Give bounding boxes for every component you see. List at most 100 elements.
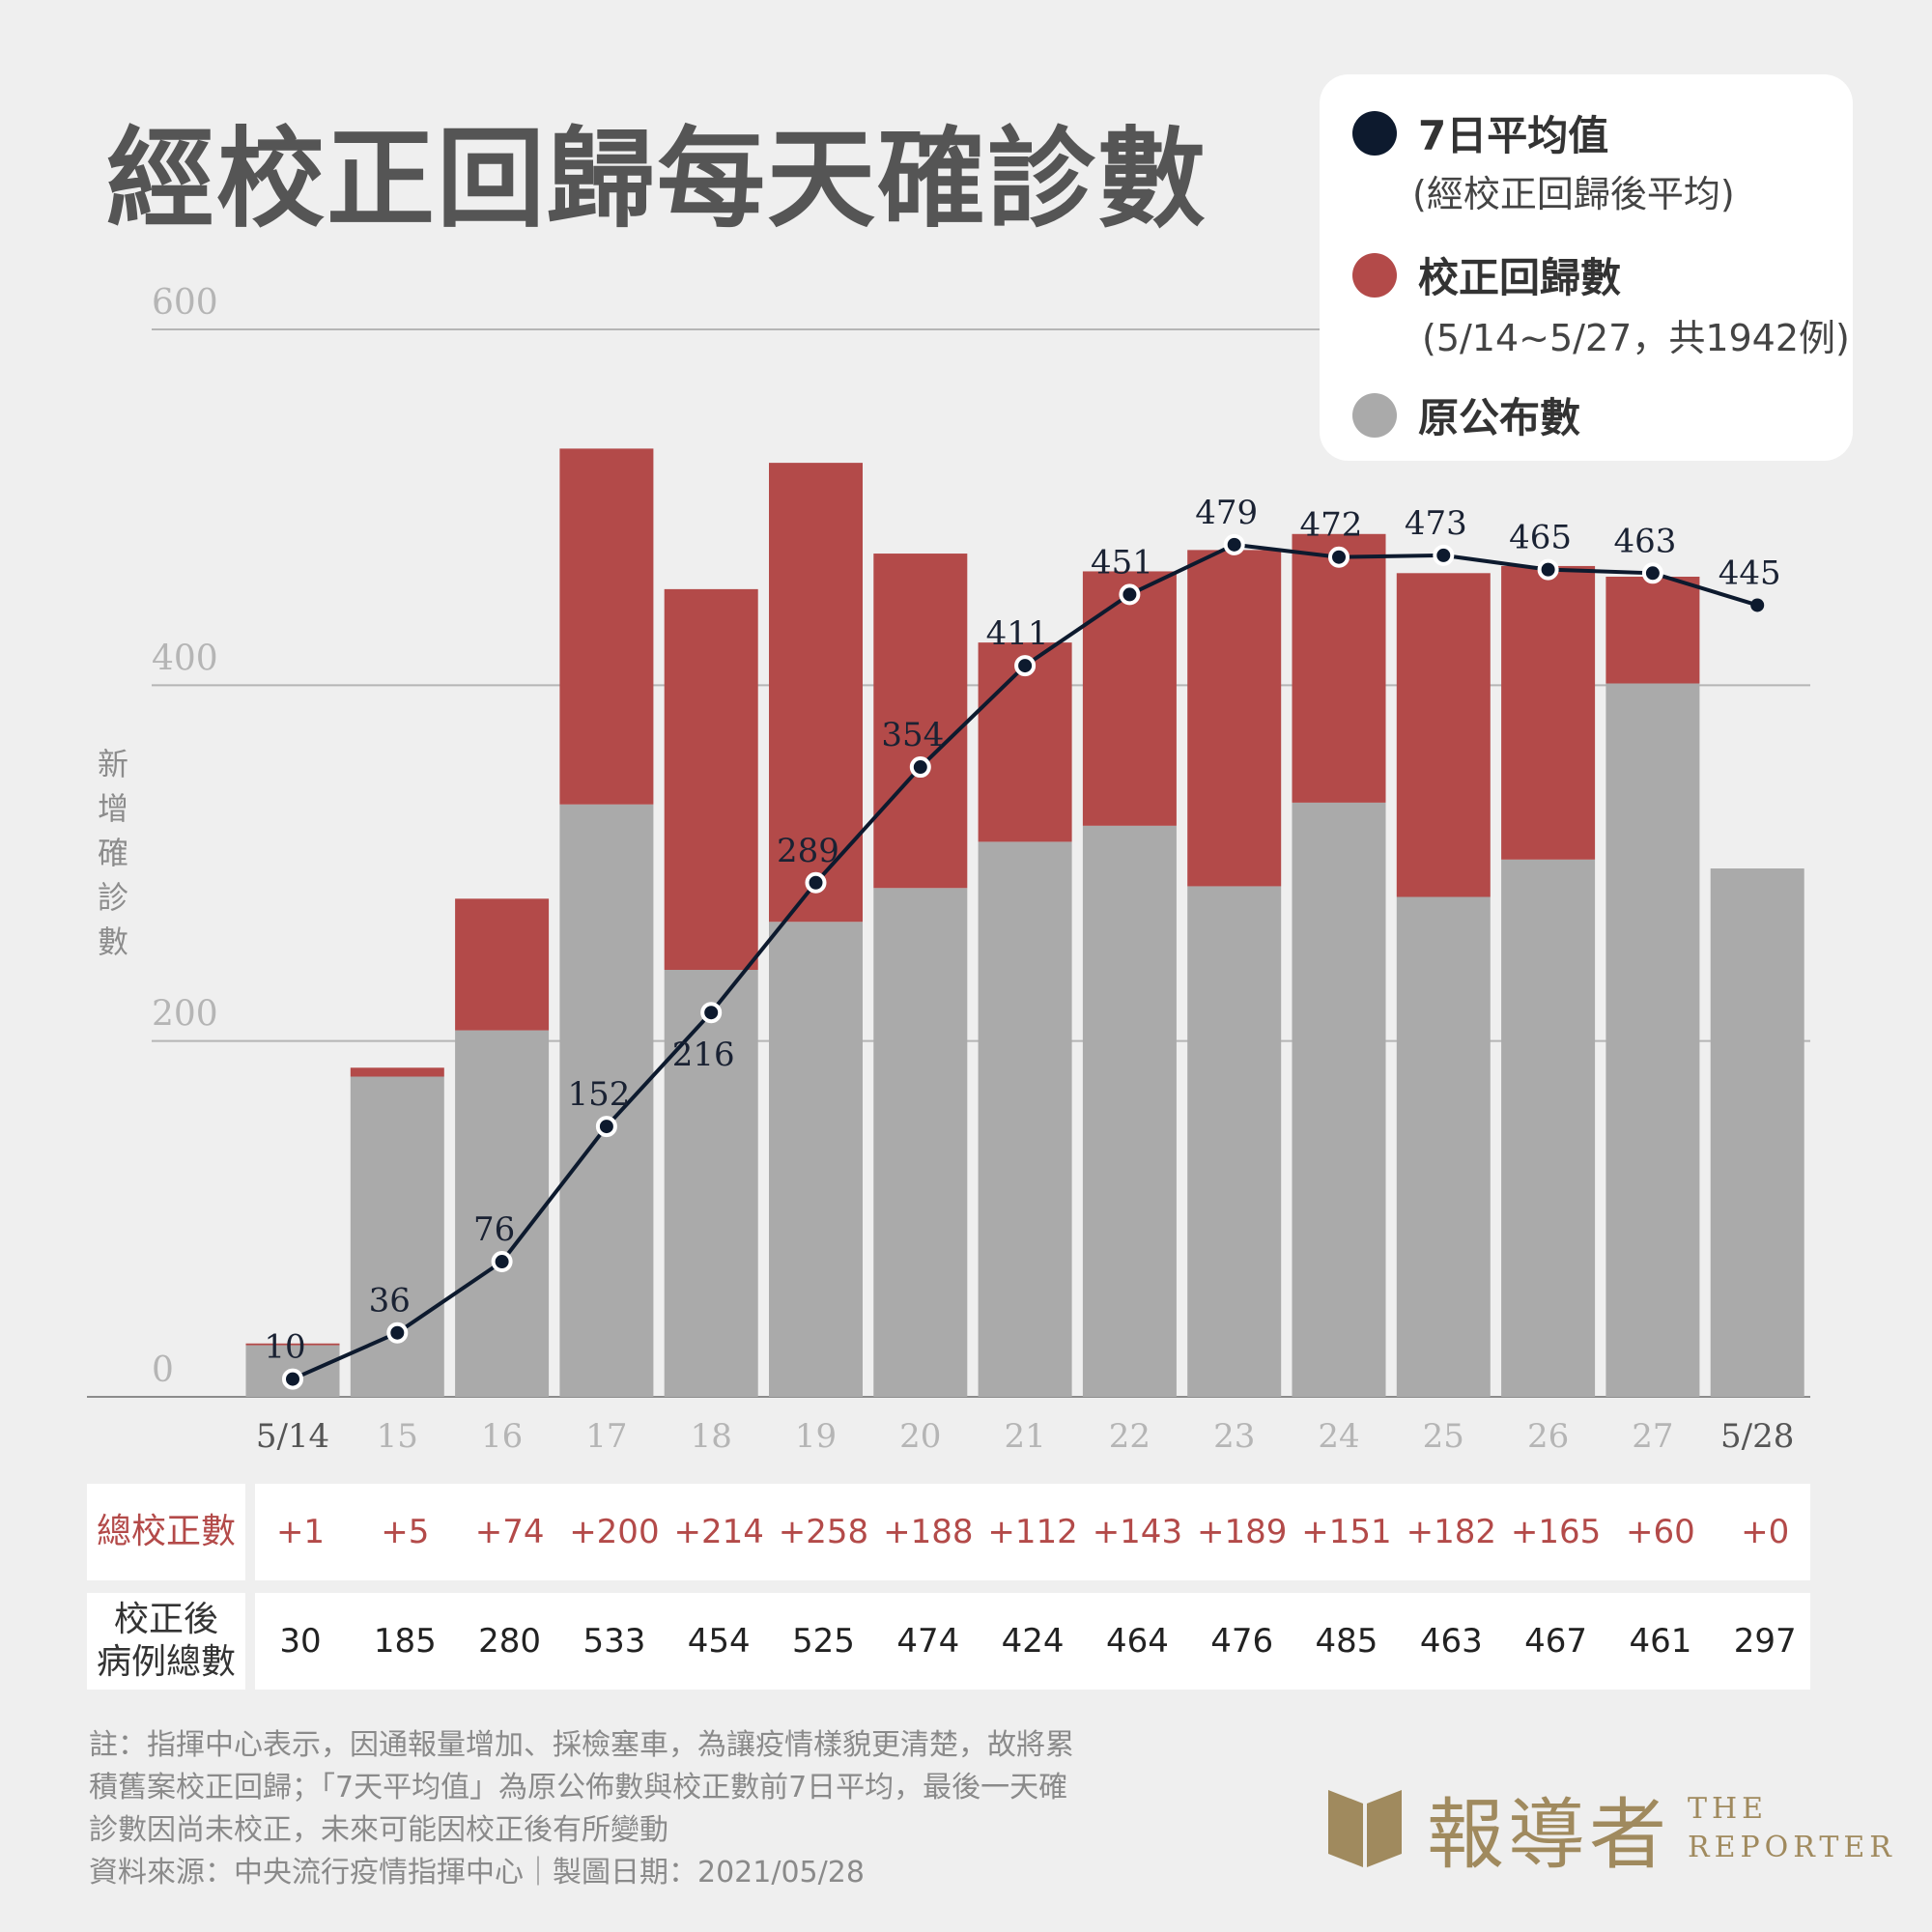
total-row-label-line2: 病例總數 bbox=[96, 1642, 236, 1682]
y-axis-label-char: 新 bbox=[98, 746, 128, 782]
correction-cell: +214 bbox=[673, 1513, 764, 1551]
bar-correction-1 bbox=[350, 1067, 444, 1077]
total-row-label-box bbox=[87, 1593, 245, 1690]
average-data-label: 36 bbox=[369, 1282, 411, 1321]
total-cell: 185 bbox=[373, 1622, 437, 1661]
average-point-13 bbox=[1641, 562, 1663, 584]
average-point-1 bbox=[386, 1321, 409, 1344]
average-data-label: 10 bbox=[264, 1328, 305, 1367]
total-cell: 463 bbox=[1419, 1622, 1483, 1661]
chart-title: 經校正回歸每天確診數 bbox=[106, 117, 1208, 242]
average-data-label: 216 bbox=[672, 1036, 735, 1074]
bar-correction-12 bbox=[1501, 565, 1596, 860]
bar-original-9 bbox=[1187, 886, 1282, 1397]
legend-original-label: 原公布數 bbox=[1418, 394, 1581, 441]
bar-correction-2 bbox=[455, 898, 550, 1031]
legend-correction-sub: (5/14~5/27，共1942例) bbox=[1422, 317, 1850, 359]
x-tick-label: 24 bbox=[1318, 1417, 1359, 1456]
legend-item-average: 7日平均值 bbox=[1352, 103, 1608, 162]
average-data-label: 451 bbox=[1091, 543, 1153, 582]
bar-correction-6 bbox=[873, 554, 968, 889]
average-data-label: 289 bbox=[777, 832, 839, 870]
bar-correction-4 bbox=[664, 588, 758, 970]
bar-original-4 bbox=[664, 970, 758, 1397]
bar-original-12 bbox=[1501, 859, 1596, 1397]
x-tick-label: 15 bbox=[377, 1417, 418, 1456]
bar-correction-11 bbox=[1396, 573, 1491, 897]
average-point-9 bbox=[1223, 533, 1245, 555]
total-cell: 424 bbox=[1001, 1622, 1065, 1661]
total-cell: 474 bbox=[896, 1622, 960, 1661]
average-point-14 bbox=[1750, 598, 1765, 612]
average-point-12 bbox=[1537, 558, 1559, 581]
bar-original-3 bbox=[559, 804, 654, 1397]
bar-correction-8 bbox=[1082, 571, 1177, 826]
bar-correction-13 bbox=[1605, 576, 1700, 684]
correction-cell: +188 bbox=[883, 1513, 974, 1551]
red-dot-icon bbox=[1352, 252, 1397, 298]
correction-cell: +165 bbox=[1510, 1513, 1602, 1551]
average-point-8 bbox=[1119, 583, 1141, 606]
logo-english: THE REPORTER bbox=[1688, 1790, 1896, 1867]
average-data-label: 472 bbox=[1300, 506, 1363, 545]
correction-cell: +74 bbox=[474, 1513, 545, 1551]
x-tick-label: 18 bbox=[691, 1417, 732, 1456]
total-cell: 525 bbox=[792, 1622, 855, 1661]
x-tick-label: 21 bbox=[1004, 1417, 1045, 1456]
legend-average-label: 7日平均值 bbox=[1418, 112, 1609, 159]
total-cell: 467 bbox=[1524, 1622, 1588, 1661]
bar-original-13 bbox=[1605, 683, 1700, 1397]
average-point-2 bbox=[491, 1251, 513, 1273]
footnotes: 註：指揮中心表示，因通報量增加、採檢塞車，為讓疫情樣貌更清楚，故將累 積舊案校正… bbox=[89, 1724, 1074, 1894]
average-data-label: 354 bbox=[881, 716, 944, 754]
x-tick-label: 19 bbox=[795, 1417, 837, 1456]
x-tick-label: 25 bbox=[1423, 1417, 1464, 1456]
bar-original-6 bbox=[873, 888, 968, 1397]
bar-original-8 bbox=[1082, 825, 1177, 1397]
total-row-label-line1: 校正後 bbox=[113, 1600, 218, 1639]
average-point-3 bbox=[595, 1116, 617, 1138]
bar-original-10 bbox=[1292, 802, 1386, 1397]
y-axis-label-char: 確 bbox=[98, 835, 128, 871]
navy-dot-icon bbox=[1352, 110, 1397, 156]
logo-english-the: THE bbox=[1688, 1792, 1769, 1826]
total-cell: 485 bbox=[1315, 1622, 1378, 1661]
total-row-label: 校正後 病例總數 bbox=[87, 1599, 245, 1684]
correction-cell: +0 bbox=[1741, 1513, 1790, 1551]
x-tick-label: 5/28 bbox=[1720, 1417, 1794, 1456]
legend-correction-label: 校正回歸數 bbox=[1418, 254, 1622, 301]
y-tick-label: 400 bbox=[152, 639, 218, 678]
average-data-label: 479 bbox=[1195, 494, 1258, 532]
logo-english-reporter: REPORTER bbox=[1688, 1831, 1896, 1864]
total-cell: 280 bbox=[478, 1622, 542, 1661]
total-cell: 476 bbox=[1210, 1622, 1274, 1661]
note-line-3: 診數因尚未校正，未來可能因校正後有所變動 bbox=[89, 1813, 668, 1847]
y-tick-label: 600 bbox=[152, 283, 218, 323]
y-axis-label-char: 診 bbox=[98, 879, 128, 916]
total-cell: 30 bbox=[279, 1622, 322, 1661]
y-axis-label-char: 增 bbox=[98, 790, 128, 827]
x-tick-label: 23 bbox=[1213, 1417, 1255, 1456]
average-data-label: 473 bbox=[1405, 504, 1467, 543]
bar-original-2 bbox=[455, 1030, 550, 1397]
bar-original-5 bbox=[769, 922, 863, 1397]
x-tick-label: 22 bbox=[1109, 1417, 1151, 1456]
total-cell: 533 bbox=[582, 1622, 646, 1661]
total-cell: 464 bbox=[1105, 1622, 1169, 1661]
bar-correction-0 bbox=[245, 1343, 340, 1346]
bar-original-7 bbox=[978, 841, 1072, 1397]
average-point-11 bbox=[1433, 544, 1455, 566]
bar-original-1 bbox=[350, 1076, 444, 1397]
average-point-7 bbox=[1014, 655, 1037, 677]
average-data-label: 76 bbox=[473, 1210, 515, 1249]
average-point-5 bbox=[805, 871, 827, 894]
x-tick-label: 17 bbox=[585, 1417, 627, 1456]
average-data-label: 445 bbox=[1719, 554, 1781, 592]
total-cell: 297 bbox=[1733, 1622, 1797, 1661]
correction-cell: +151 bbox=[1301, 1513, 1392, 1551]
legend: 7日平均值 (經校正回歸後平均) 校正回歸數 (5/14~5/27，共1942例… bbox=[1320, 74, 1853, 461]
x-tick-label: 27 bbox=[1632, 1417, 1673, 1456]
source-line: 資料來源：中央流行疫情指揮中心｜製圖日期：2021/05/28 bbox=[89, 1856, 865, 1889]
bar-correction-10 bbox=[1292, 533, 1386, 803]
